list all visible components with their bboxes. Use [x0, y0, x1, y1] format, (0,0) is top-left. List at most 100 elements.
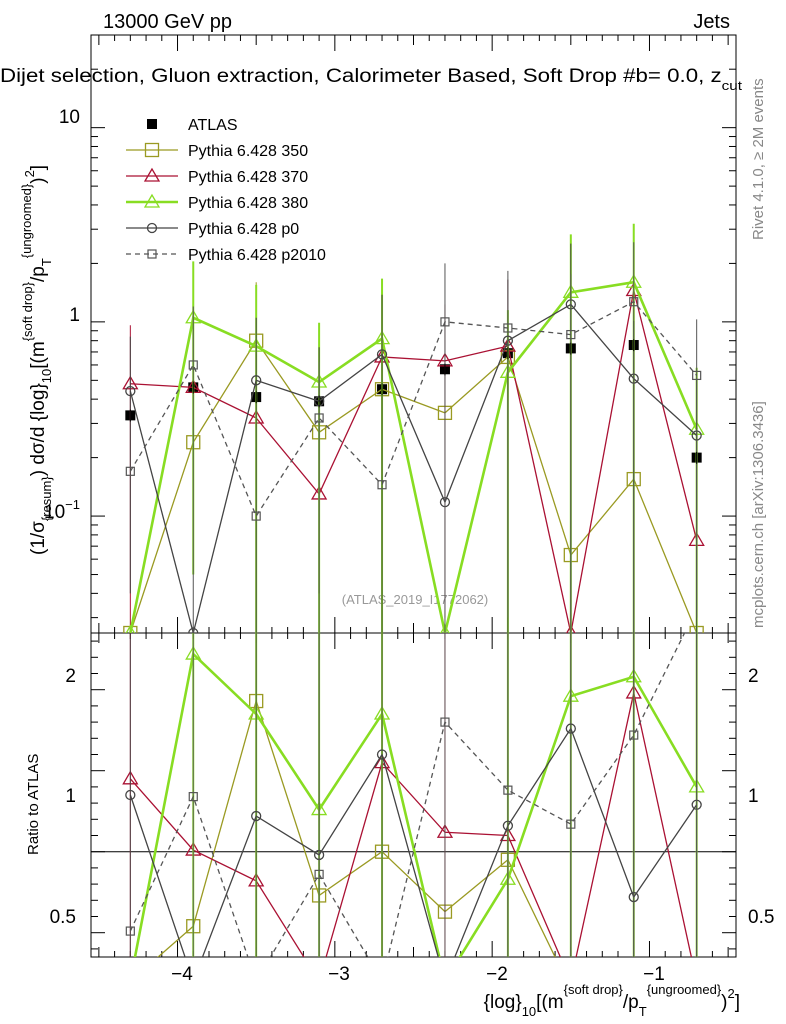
pythia-6-428-p2010-marker: [125, 466, 135, 476]
pythia-6-428-p2010-ratio-marker: [503, 785, 513, 795]
pythia-6-428-380-marker: [440, 624, 450, 633]
pythia-6-428-p2010-ratio-marker: [314, 869, 324, 879]
pythia-6-428-p2010-ratio-marker: [440, 717, 450, 727]
pythia-6-428-p2010-ratio-line: [129, 633, 686, 957]
plot-title-main: Dijet selection, Gluon extraction, Calor…: [0, 66, 722, 87]
pythia-6-428-380-marker: [125, 624, 136, 633]
legend: ATLAS Pythia 6.428 350 Pythia 6.428 370 Pyt…: [126, 117, 326, 264]
plot-title-sub: cut: [722, 78, 743, 93]
ratio-ytick-2-right: 2: [748, 666, 759, 687]
legend-label-pythia-6-428-p0: Pythia 6.428 p0: [188, 221, 299, 238]
mcplots-label: mcplots.cern.ch [arXiv:1306.3436]: [750, 401, 767, 628]
x-axis-label: {log}10[(m{soft drop}/pT{ungroomed})2]: [484, 982, 740, 1019]
pythia-6-428-p2010-marker: [314, 413, 324, 423]
ratio-ytick-1: 1: [65, 786, 76, 807]
ylabel-p4: /p: [28, 266, 49, 282]
pythia-6-428-p2010-ratio-marker: [125, 926, 135, 936]
pythia-6-428-p2010-marker: [692, 370, 702, 381]
legend-marker-pythia-6-428-370: [143, 167, 161, 182]
pythia-6-428-p0-line: [129, 303, 698, 633]
xlabel-p3-sub: T: [639, 1004, 647, 1019]
pythia-6-428-350-line: [129, 339, 698, 633]
legend-label-pythia-6-428-380: Pythia 6.428 380: [188, 195, 308, 212]
plot-title: Dijet selection, Gluon extraction, Calor…: [0, 66, 742, 93]
pythia-6-428-370-line: [130, 290, 698, 633]
pythia-6-428-p2010-marker: [503, 323, 513, 333]
pythia-6-428-350-ratio-line: [157, 698, 556, 957]
pythia-6-428-370-ratio-line: [129, 692, 693, 957]
pythia-6-428-p0-marker: [376, 349, 388, 360]
watermark: (ATLAS_2019_I1772062): [342, 592, 488, 607]
main-ytick-10: 10: [59, 107, 80, 128]
pythia-6-428-p0-ratio-line: [129, 727, 698, 957]
pythia-6-428-380-line: [129, 280, 698, 633]
xtick-m1: −1: [643, 964, 665, 985]
pythia-6-428-p2010-marker: [440, 317, 450, 327]
ratio-ytick-2: 2: [65, 666, 76, 687]
xlabel-p1-sub: 10: [522, 1004, 536, 1019]
xlabel-p4-sup: 2: [727, 986, 734, 1001]
ylabel-p1: (1/σ: [28, 521, 49, 555]
pythia-6-428-370-marker: [565, 624, 576, 633]
pythia-6-428-p0-ratio-marker: [376, 749, 388, 760]
xlabel-p1: {log}: [484, 992, 522, 1013]
pythia-6-428-p2010-ratio-marker: [629, 730, 639, 740]
pythia-6-428-p2010-marker: [629, 297, 639, 307]
legend-marker-pythia-6-428-350: [144, 142, 160, 158]
main-ytick-0.1: 10−1: [44, 497, 80, 523]
legend-marker-atlas: [147, 119, 157, 129]
ratio-y-axis-label: Ratio to ATLAS: [25, 754, 42, 855]
xtick-m4: −4: [171, 964, 193, 985]
ylabel-p3: [(m: [28, 341, 49, 368]
pythia-6-428-p2010-marker: [251, 511, 261, 521]
ylabel-p2: ) dσ/d {log}: [28, 383, 49, 476]
pythia-6-428-p2010-marker: [188, 360, 198, 370]
legend-marker-pythia-6-428-380: [143, 193, 161, 208]
legend-label-atlas: ATLAS: [188, 117, 238, 134]
pythia-6-428-380-ratio-line: [133, 651, 698, 957]
ylabel-p4-sup: {ungroomed}: [19, 183, 34, 258]
ylabel-p1-sub: {resum}: [39, 476, 54, 521]
ratio-plot-series: [122, 633, 705, 957]
ylabel-p3-sup: {soft drop}: [20, 281, 35, 341]
main-ytick-1: 1: [69, 305, 80, 326]
xlabel-p2: [(m: [536, 992, 563, 1013]
xtick-m2: −2: [486, 964, 508, 985]
pythia-6-428-p0-ratio-marker: [125, 789, 136, 801]
pythia-6-428-p0-marker: [251, 375, 262, 386]
xlabel-p2-sup: {soft drop}: [564, 982, 624, 997]
legend-marker-pythia-6-428-p2010: [147, 249, 157, 259]
pythia-6-428-p0-ratio-marker: [251, 810, 262, 822]
ytick-base: 10: [44, 502, 65, 523]
legend-marker-pythia-6-428-p0: [146, 222, 158, 234]
ylabel-p2-sub: 10: [39, 369, 54, 383]
ylabel-p5: ): [28, 177, 49, 183]
ylabel-p6: ]: [28, 165, 49, 170]
legend-label-pythia-6-428-370: Pythia 6.428 370: [188, 169, 308, 186]
pythia-6-428-p0-marker: [125, 385, 136, 397]
rivet-label: Rivet 4.1.0, ≥ 2M events: [750, 78, 767, 240]
xlabel-p4: ): [721, 992, 727, 1013]
main-plot-series: [122, 223, 705, 633]
xlabel-p5: ]: [735, 992, 740, 1013]
pythia-6-428-p2010-marker: [377, 480, 387, 490]
ratio-ytick-0.5-right: 0.5: [748, 907, 774, 928]
ylabel-p4-sub: T: [39, 258, 54, 266]
ytick-exp: −1: [65, 497, 80, 512]
ylabel-p5-sup: 2: [22, 170, 37, 177]
xtick-m3: −3: [328, 964, 350, 985]
xlabel-p3-sup: {ungroomed}: [647, 982, 722, 997]
main-y-axis-label: (1/σ{resum}) dσ/d {log}10[(m{soft drop}/…: [19, 165, 54, 555]
xlabel-p3: /p: [623, 992, 639, 1013]
pythia-6-428-p2010-marker: [566, 329, 576, 340]
ratio-ytick-0.5: 0.5: [50, 907, 76, 928]
pythia-6-428-p2010-line: [129, 300, 698, 518]
pythia-6-428-p2010-ratio-marker: [566, 819, 576, 829]
header-right: Jets: [693, 11, 730, 33]
legend-label-pythia-6-428-p2010: Pythia 6.428 p2010: [188, 247, 326, 264]
legend-label-pythia-6-428-350: Pythia 6.428 350: [188, 143, 308, 160]
header-left: 13000 GeV pp: [103, 11, 232, 33]
ratio-ytick-1-right: 1: [748, 786, 759, 807]
pythia-6-428-p2010-ratio-marker: [188, 792, 198, 802]
